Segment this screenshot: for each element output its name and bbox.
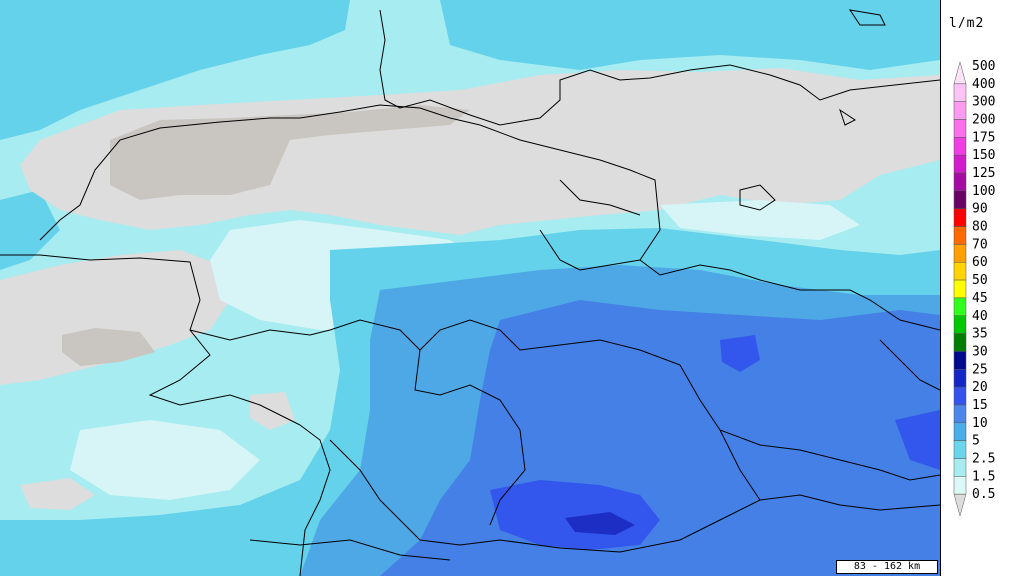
legend-label-80: 80 (972, 220, 988, 235)
precip-area-05-dark-belgium (62, 328, 155, 366)
legend-label-1-5: 1.5 (972, 469, 995, 484)
precip-area-5-north-sea-west (0, 190, 60, 270)
precip-area-20-czech (720, 335, 760, 372)
legend-swatch-45 (953, 297, 967, 317)
legend-label-300: 300 (972, 95, 995, 110)
legend-label-400: 400 (972, 77, 995, 92)
legend-swatch-0-5 (953, 493, 967, 517)
precip-area-05-north (20, 68, 940, 235)
precip-area-05-dark-netherlands (110, 105, 470, 200)
country-borders (0, 9, 940, 576)
legend-label-100: 100 (972, 184, 995, 199)
legend-swatch-2-5 (953, 458, 967, 477)
legend-unit-label: l/m2 (949, 16, 985, 31)
legend-label-0-5: 0.5 (972, 487, 995, 502)
legend-label-5: 5 (972, 434, 980, 449)
legend-label-90: 90 (972, 202, 988, 217)
legend-swatch-70 (953, 244, 967, 263)
legend-label-125: 125 (972, 166, 995, 181)
precipitation-map[interactable]: 83 - 162 km (0, 0, 940, 576)
legend-label-60: 60 (972, 255, 988, 270)
legend-swatch-5 (953, 440, 967, 459)
precip-area-05-west (0, 250, 230, 385)
legend-label-25: 25 (972, 362, 988, 377)
legend-swatch-30 (953, 351, 967, 370)
legend-swatch-150 (953, 154, 967, 174)
legend-swatch-300 (953, 101, 967, 120)
legend-swatch-80 (953, 226, 967, 245)
legend-label-15: 15 (972, 398, 988, 413)
legend-swatch-125 (953, 172, 967, 192)
precip-area-5-northwest (0, 0, 350, 140)
legend-swatch-500 (953, 61, 967, 85)
legend-label-150: 150 (972, 148, 995, 163)
legend-label-70: 70 (972, 237, 988, 252)
precip-area-5-baltic (440, 0, 940, 70)
legend-swatch-10 (953, 422, 967, 441)
legend-label-30: 30 (972, 344, 988, 359)
precip-area-05-southwest (20, 478, 95, 510)
legend-color-scale: 500 400 300 200 175 150 125 100 90 80 70 60 50 45 40 35… (953, 59, 995, 517)
legend-swatch-25 (953, 369, 967, 388)
legend-swatch-200 (953, 119, 967, 138)
legend-label-35: 35 (972, 327, 988, 342)
legend-swatch-100 (953, 190, 967, 209)
legend-label-200: 200 (972, 113, 995, 128)
map-scale-bar: 83 - 162 km (836, 560, 938, 574)
legend-label-50: 50 (972, 273, 988, 288)
legend-label-40: 40 (972, 309, 988, 324)
legend-swatch-175 (953, 137, 967, 156)
legend-swatch-50 (953, 279, 967, 299)
legend-label-45: 45 (972, 291, 988, 306)
legend-swatch-40 (953, 315, 967, 334)
legend-swatch-15 (953, 404, 967, 424)
legend-swatch-90 (953, 208, 967, 227)
legend-label-500: 500 (972, 59, 995, 74)
precip-area-25-alpine (565, 512, 635, 535)
legend-swatch-400 (953, 83, 967, 102)
legend-label-175: 175 (972, 130, 995, 145)
legend-label-10: 10 (972, 416, 988, 431)
precip-area-20-east (895, 410, 940, 470)
legend-panel: 500 400 300 200 175 150 125 100 90 80 70 60 50 45 40 35… (940, 0, 1024, 576)
legend-label-2-5: 2.5 (972, 451, 995, 466)
legend-label-20: 20 (972, 380, 988, 395)
precip-area-15-east (660, 200, 860, 240)
legend-swatch-1-5 (953, 476, 967, 495)
precip-area-15-southwest (70, 420, 260, 500)
legend-swatch-35 (953, 333, 967, 352)
legend-swatch-20 (953, 386, 967, 406)
legend-swatch-60 (953, 261, 967, 281)
